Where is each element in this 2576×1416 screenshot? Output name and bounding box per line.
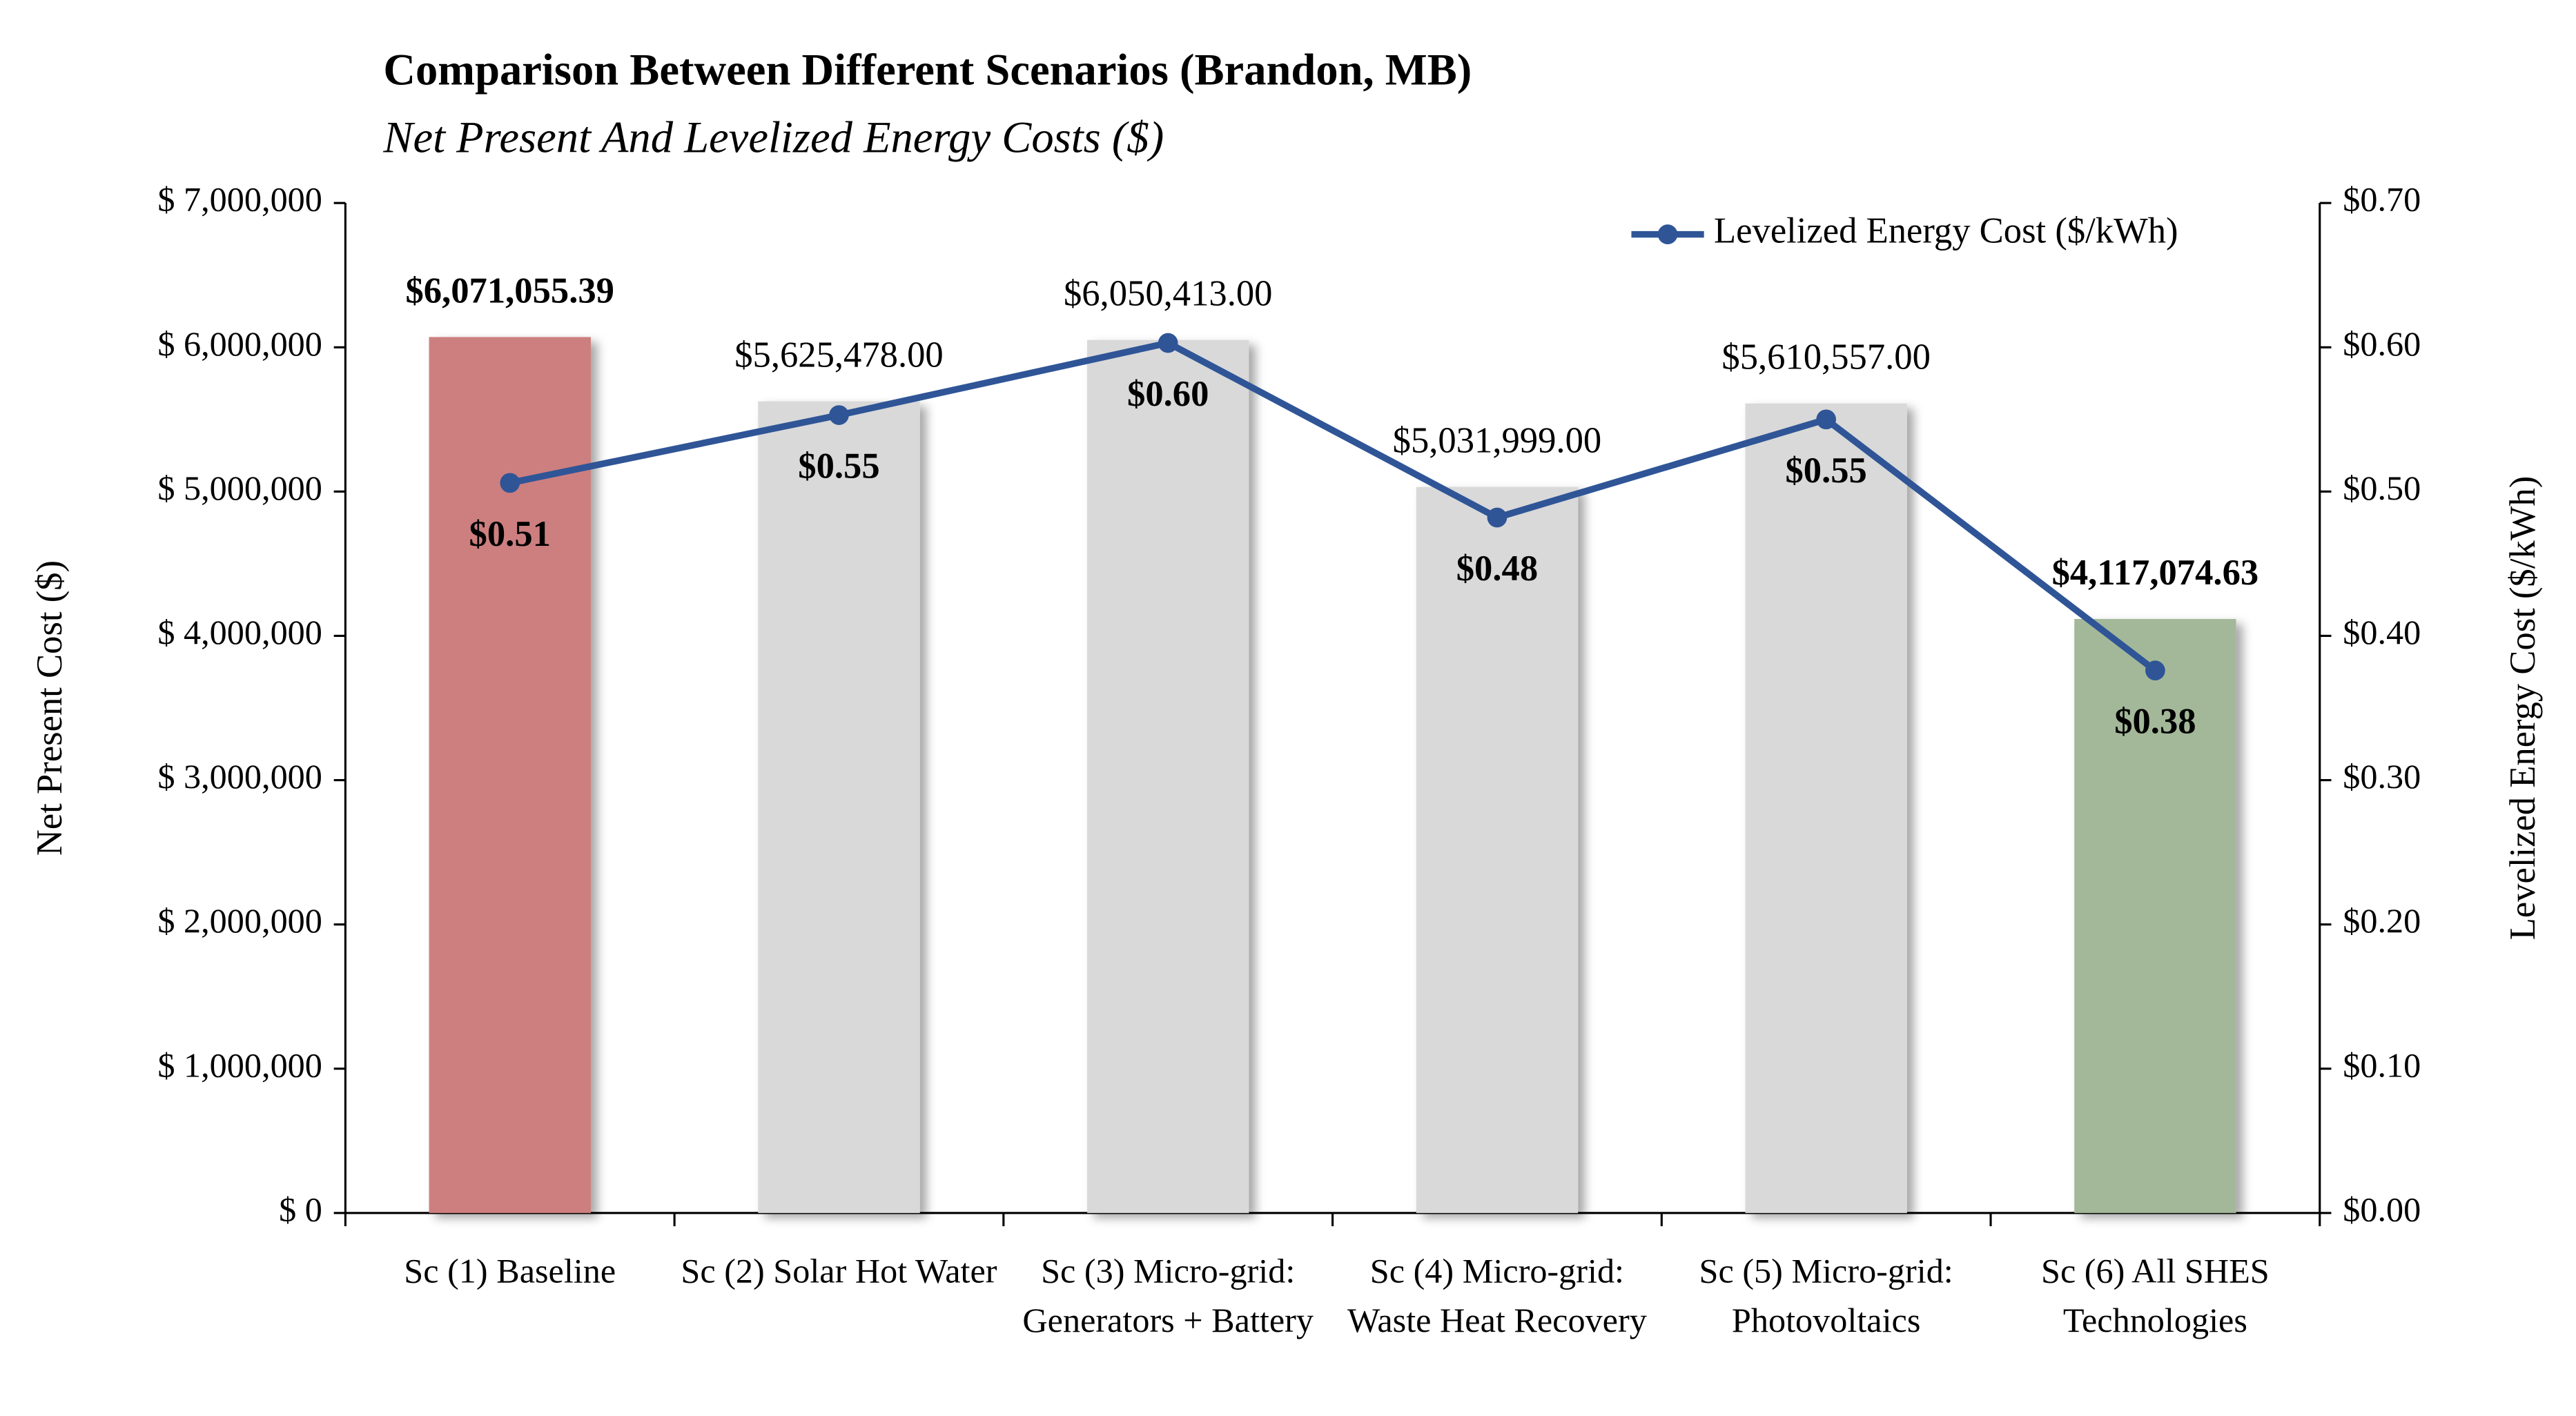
bar-value-label: $6,050,413.00 (1064, 274, 1273, 314)
chart-subtitle: Net Present And Levelized Energy Costs (… (382, 112, 1164, 161)
line-value-label: $0.48 (1456, 549, 1538, 589)
legend-marker (1657, 224, 1678, 244)
x-tick-label: Sc (2) Solar Hot Water (681, 1250, 997, 1291)
line-marker (1487, 507, 1507, 528)
y-tick-label: $ 0 (279, 1190, 322, 1228)
y2-axis-title: Levelized Energy Cost ($/kWh) (2503, 476, 2543, 941)
chart-title: Comparison Between Different Scenarios (… (383, 44, 1472, 94)
bar (758, 401, 920, 1213)
y2-tick-label: $0.10 (2343, 1045, 2421, 1084)
y2-tick-label: $0.40 (2343, 613, 2421, 651)
line-marker (1816, 409, 1837, 430)
bar (2074, 618, 2236, 1213)
line-marker (829, 405, 849, 425)
y-axis-title: Net Present Cost ($) (30, 560, 70, 856)
x-tick-label: Sc (1) Baseline (404, 1250, 616, 1291)
line-marker (1158, 333, 1178, 353)
bar-value-label: $6,071,055.39 (405, 271, 614, 311)
y-tick-label: $ 4,000,000 (157, 613, 322, 651)
bar-value-label: $4,117,074.63 (2052, 553, 2259, 593)
line-marker (2145, 660, 2165, 680)
y-tick-label: $ 1,000,000 (157, 1045, 322, 1084)
x-tick-label: Sc (5) Micro-grid: Photovoltaics (1699, 1250, 1953, 1340)
x-tick-label: Sc (4) Micro-grid: Waste Heat Recovery (1347, 1250, 1647, 1340)
line (509, 340, 2158, 673)
x-tick-label-box: Sc (1) Baseline (404, 1250, 616, 1291)
x-tick-label: Sc (3) Micro-grid: Generators + Battery (1022, 1250, 1314, 1340)
line-value-label: $0.51 (469, 514, 551, 554)
y2-tick-label: $0.20 (2343, 901, 2421, 940)
y-tick-label: $ 2,000,000 (157, 901, 322, 940)
bar-value-label: $5,625,478.00 (734, 335, 944, 375)
line-value-label: $0.55 (1785, 451, 1866, 491)
y-tick-label: $ 5,000,000 (157, 469, 322, 507)
line-value-label: $0.38 (2114, 702, 2196, 742)
x-tick-label-box: Sc (6) All SHES Technologies (2041, 1250, 2270, 1340)
y2-tick-label: $0.00 (2343, 1190, 2421, 1228)
x-tick-label-box: Sc (3) Micro-grid: Generators + Battery (1022, 1250, 1314, 1340)
x-tick-label-box: Sc (2) Solar Hot Water (681, 1250, 997, 1291)
bar (1087, 340, 1249, 1213)
legend-label: Levelized Energy Cost ($/kWh) (1714, 211, 2178, 251)
bar (1745, 403, 1907, 1213)
y-tick-label: $ 6,000,000 (157, 324, 322, 363)
bar-value-label: $5,031,999.00 (1393, 421, 1602, 461)
y2-tick-label: $0.30 (2343, 757, 2421, 796)
y2-tick-label: $0.60 (2343, 324, 2421, 363)
y2-tick-label: $0.50 (2343, 469, 2421, 507)
y2-tick-label: $0.70 (2343, 180, 2421, 219)
line-marker (500, 473, 520, 493)
x-tick-label-box: Sc (4) Micro-grid: Waste Heat Recovery (1347, 1250, 1647, 1340)
x-tick-label-box: Sc (5) Micro-grid: Photovoltaics (1699, 1250, 1953, 1340)
line-value-label: $0.60 (1127, 374, 1209, 414)
y-tick-label: $ 3,000,000 (157, 757, 322, 796)
x-tick-label: Sc (6) All SHES Technologies (2041, 1250, 2270, 1340)
bar (1416, 486, 1579, 1213)
y-tick-label: $ 7,000,000 (157, 180, 322, 219)
line-value-label: $0.55 (798, 446, 879, 486)
bar-value-label: $5,610,557.00 (1721, 337, 1931, 377)
